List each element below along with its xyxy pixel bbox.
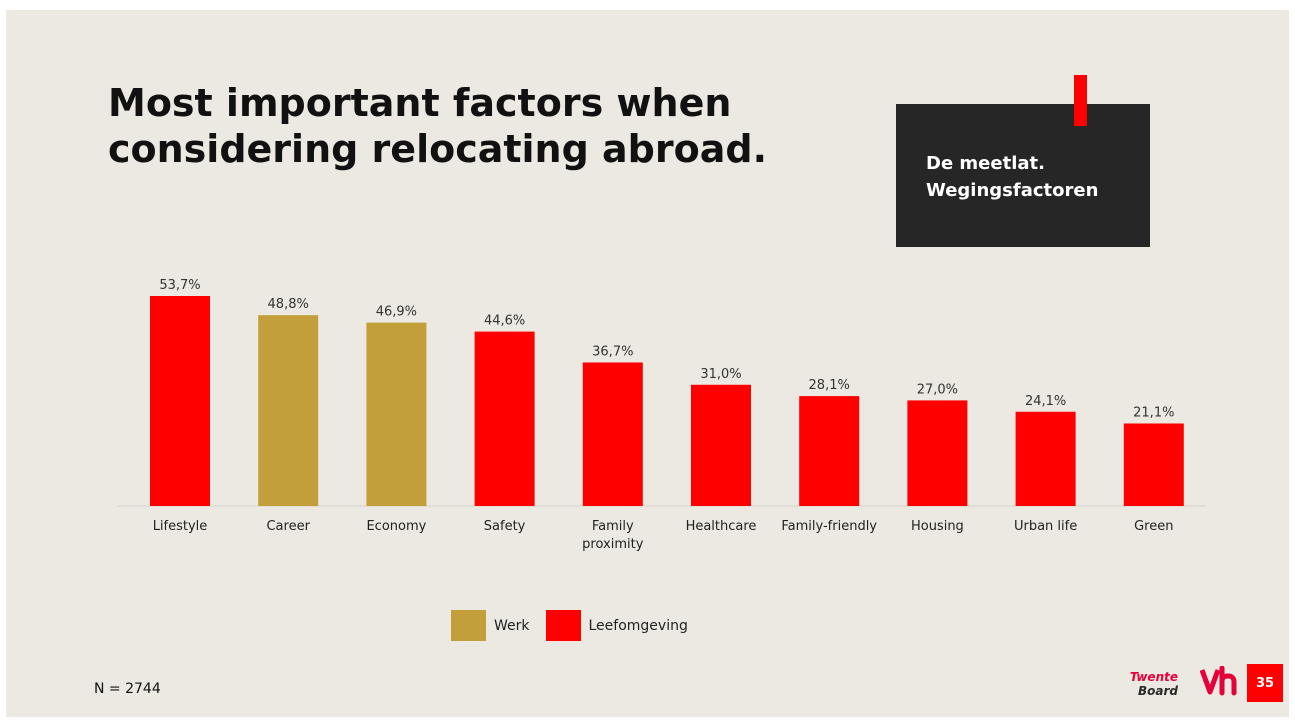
sample-size-note: N = 2744 <box>94 681 161 697</box>
slide: Most important factors when considering … <box>6 10 1289 717</box>
logo-line-1: Twente <box>1129 670 1178 684</box>
data-label: 27,0% <box>917 382 958 397</box>
vh-logo-icon <box>1200 666 1237 696</box>
legend-swatch-werk <box>451 610 486 641</box>
slide-title: Most important factors when considering … <box>108 80 868 172</box>
category-label: Healthcare <box>686 519 757 534</box>
category-label: Green <box>1134 519 1173 534</box>
category-label: Career <box>266 519 310 534</box>
data-label: 28,1% <box>809 378 850 393</box>
legend-item-leefomgeving: Leefomgeving <box>545 610 688 641</box>
bar-healthcare <box>691 384 751 506</box>
title-line-2: considering relocating abroad. <box>108 127 768 171</box>
section-tag-line-1: De meetlat. <box>926 153 1045 174</box>
category-label: Family-friendly <box>781 519 877 534</box>
data-label: 36,7% <box>592 344 633 359</box>
data-label: 53,7% <box>159 278 200 293</box>
logo-line-2: Board <box>1138 684 1178 698</box>
category-label: Housing <box>911 519 964 534</box>
bar-family-proximity <box>582 362 643 506</box>
bar-green <box>1123 423 1184 506</box>
bar-lifestyle <box>150 296 210 506</box>
category-label: Urban life <box>1014 519 1077 534</box>
page-number: 35 <box>1247 664 1283 702</box>
category-label: Family proximity <box>582 519 644 552</box>
data-label: 24,1% <box>1025 394 1066 409</box>
data-label: 44,6% <box>484 314 525 329</box>
legend-label-leefomgeving: Leefomgeving <box>588 617 688 634</box>
data-label: 48,8% <box>268 297 309 312</box>
bar-housing <box>907 400 968 506</box>
title-line-1: Most important factors when <box>108 81 732 125</box>
bar-family-friendly <box>799 396 860 506</box>
section-tag: De meetlat. Wegingsfactoren <box>896 104 1150 247</box>
category-label: Safety <box>484 519 526 534</box>
data-label: 21,1% <box>1133 405 1174 420</box>
section-tag-line-2: Wegingsfactoren <box>926 180 1099 201</box>
bar-safety <box>474 331 535 506</box>
section-tag-text: De meetlat. Wegingsfactoren <box>926 150 1098 204</box>
category-label: Lifestyle <box>153 519 208 534</box>
bar-economy <box>366 322 427 506</box>
twente-board-logo: Twente Board <box>1122 670 1178 698</box>
bar-career <box>258 315 319 506</box>
bar-chart: 53,7% Lifestyle 48,8% Career 46,9% Economy 44,… <box>118 278 1206 552</box>
chart-legend: Werk Leefomgeving <box>451 610 704 641</box>
legend-label-werk: Werk <box>494 617 530 634</box>
data-label: 46,9% <box>376 305 417 320</box>
section-tag-accent <box>1074 75 1087 126</box>
category-label: Economy <box>366 519 426 534</box>
bar-urban-life <box>1015 411 1076 506</box>
legend-swatch-leefomgeving <box>545 610 581 641</box>
legend-item-werk: Werk <box>451 610 530 641</box>
data-label: 31,0% <box>700 367 741 382</box>
